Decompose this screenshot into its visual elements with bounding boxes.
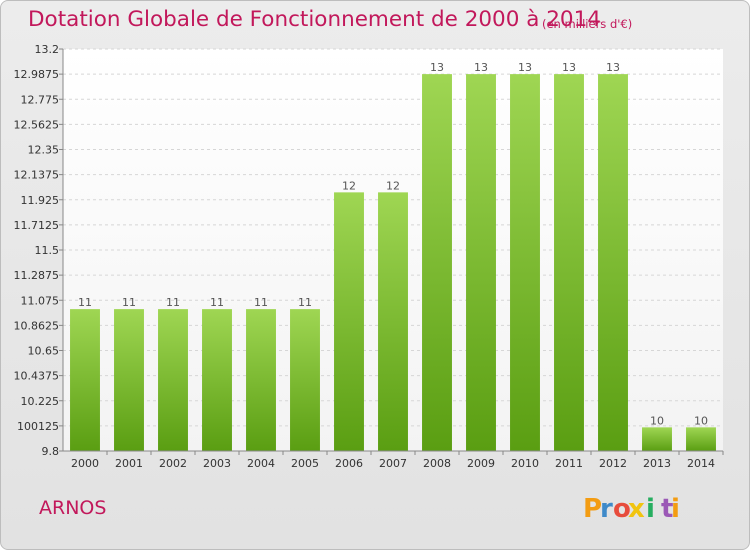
value-label: 12 xyxy=(386,179,400,192)
value-label: 11 xyxy=(78,296,92,309)
bar-2004 xyxy=(246,309,276,451)
y-tick-label: 12.1375 xyxy=(14,169,60,182)
y-tick-label: 12.775 xyxy=(21,93,60,106)
x-tick-label: 2009 xyxy=(467,457,495,470)
value-label: 10 xyxy=(694,414,708,427)
logo-letter: i xyxy=(671,494,680,524)
y-tick-label: 100125 xyxy=(17,420,59,433)
value-label: 13 xyxy=(430,61,444,74)
chart-title: Dotation Globale de Fonctionnement de 20… xyxy=(28,7,601,32)
x-tick-label: 2006 xyxy=(335,457,363,470)
bar-2009 xyxy=(466,74,496,451)
x-tick-label: 2013 xyxy=(643,457,671,470)
logo-letter: o xyxy=(613,494,631,524)
value-label: 12 xyxy=(342,179,356,192)
x-tick-label: 2005 xyxy=(291,457,319,470)
commune-name: ARNOS xyxy=(39,497,107,519)
bar-2007 xyxy=(378,192,408,451)
value-label: 11 xyxy=(298,296,312,309)
value-label: 13 xyxy=(518,61,532,74)
x-tick-label: 2010 xyxy=(511,457,539,470)
proxiti-logo: Pr ox i ti xyxy=(583,494,680,524)
bar-2013 xyxy=(642,427,672,451)
x-tick-label: 2003 xyxy=(203,457,231,470)
y-tick-label: 12.35 xyxy=(28,144,60,157)
value-label: 13 xyxy=(474,61,488,74)
bar-2000 xyxy=(70,309,100,451)
y-tick-label: 12.9875 xyxy=(14,68,60,81)
bar-2010 xyxy=(510,74,540,451)
x-tick-label: 2012 xyxy=(599,457,627,470)
logo-letter: i xyxy=(646,494,655,524)
y-tick-label: 11.2875 xyxy=(14,269,60,282)
bar-2002 xyxy=(158,309,188,451)
y-tick-label: 13.2 xyxy=(35,43,60,56)
bar-2001 xyxy=(114,309,144,451)
bar-2003 xyxy=(202,309,232,451)
value-label: 11 xyxy=(210,296,224,309)
y-tick-label: 11.5 xyxy=(35,244,60,257)
bar-2014 xyxy=(686,427,716,451)
x-tick-label: 2001 xyxy=(115,457,143,470)
value-label: 13 xyxy=(562,61,576,74)
y-tick-label: 11.925 xyxy=(21,194,60,207)
logo-letter: x xyxy=(628,494,645,524)
chart-subtitle: (en milliers d'€) xyxy=(542,17,633,31)
value-label: 10 xyxy=(650,414,664,427)
value-label: 11 xyxy=(122,296,136,309)
x-tick-label: 2008 xyxy=(423,457,451,470)
bar-2005 xyxy=(290,309,320,451)
y-tick-label: 11.075 xyxy=(21,294,60,307)
logo-letter: r xyxy=(600,494,613,524)
y-tick-label: 10.225 xyxy=(21,395,60,408)
x-tick-label: 2014 xyxy=(687,457,715,470)
bar-2011 xyxy=(554,74,584,451)
y-tick-label: 10.8625 xyxy=(14,319,60,332)
value-label: 13 xyxy=(606,61,620,74)
x-tick-label: 2000 xyxy=(71,457,99,470)
x-tick-label: 2002 xyxy=(159,457,187,470)
logo-letter: P xyxy=(583,494,602,524)
y-tick-label: 9.8 xyxy=(42,445,60,458)
value-label: 11 xyxy=(254,296,268,309)
y-tick-label: 12.5625 xyxy=(14,118,60,131)
bar-2008 xyxy=(422,74,452,451)
bar-2006 xyxy=(334,192,364,451)
x-tick-label: 2007 xyxy=(379,457,407,470)
y-tick-label: 10.4375 xyxy=(14,370,60,383)
value-label: 11 xyxy=(166,296,180,309)
y-tick-label: 11.7125 xyxy=(14,219,60,232)
bar-2012 xyxy=(598,74,628,451)
x-tick-label: 2011 xyxy=(555,457,583,470)
logo-letter: t xyxy=(661,494,673,524)
x-tick-label: 2004 xyxy=(247,457,275,470)
y-tick-label: 10.65 xyxy=(28,345,60,358)
